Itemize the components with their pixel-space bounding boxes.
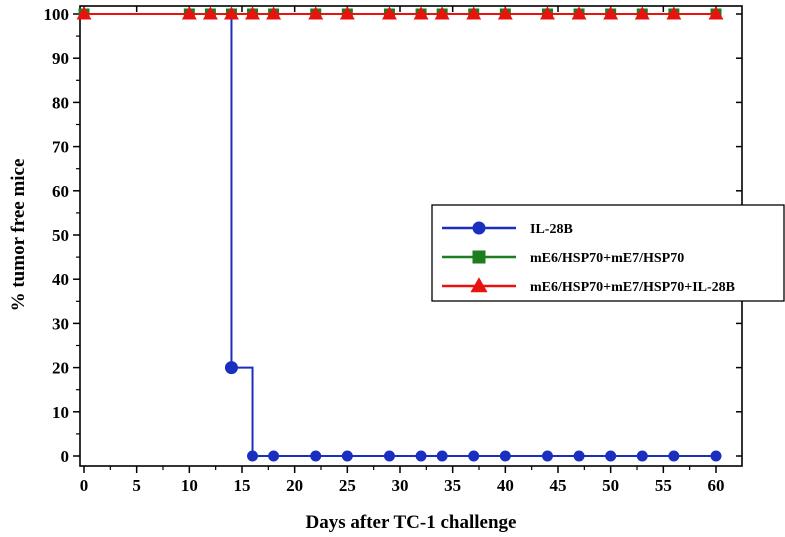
data-point [499,450,511,462]
data-point [181,6,197,20]
axes: 0 5 10 15 20 25 30 35 40 45 50 55 60 0 10 20 30 40 50 60 70 8… [44,5,742,495]
legend-entry-3: mE6/HSP70+mE7/HSP70+IL-28B [442,277,735,295]
data-point [268,450,280,462]
y-tick-label: 0 [61,447,70,466]
data-point [472,221,486,235]
data-point [434,6,450,20]
legend-entry-2: mE6/HSP70+mE7/HSP70 [442,250,684,266]
data-point [308,6,324,20]
data-point [470,277,488,293]
data-point [415,450,427,462]
data-point [634,6,650,20]
data-point [436,450,448,462]
y-tick-label: 60 [52,182,69,201]
x-tick-label: 15 [234,476,251,495]
legend-label: mE6/HSP70+mE7/HSP70 [530,251,684,266]
data-point [310,450,322,462]
x-tick-label: 55 [655,476,672,495]
data-point [666,6,682,20]
data-point [76,6,92,20]
x-tick-label: 20 [286,476,303,495]
data-point [603,6,619,20]
data-point [466,6,482,20]
data-point [382,6,397,20]
data-point [468,450,480,462]
y-axis-title: % tumor free mice [8,159,29,312]
y-tick-label: 80 [52,93,69,112]
legend: IL-28B mE6/HSP70+mE7/HSP70 mE6/HSP70+mE7/H… [431,204,785,302]
x-tick-label: 5 [132,476,141,495]
y-tick-label: 70 [52,138,69,157]
x-tick-label: 60 [708,476,725,495]
data-point [540,6,555,20]
data-point [497,6,513,20]
legend-label: mE6/HSP70+mE7/HSP70+IL-28B [530,280,735,295]
x-tick-label: 35 [444,476,461,495]
y-tick-label: 10 [52,403,69,422]
data-point [668,450,680,462]
x-tick-label: 0 [80,476,89,495]
data-point [202,6,218,20]
series-layer [76,6,724,462]
data-point [383,450,395,462]
data-point [605,450,617,462]
data-point [413,6,429,20]
y-tick-label: 40 [52,270,69,289]
y-tick-label: 20 [52,359,69,378]
data-point [710,450,722,462]
data-point [541,450,553,462]
x-tick-label: 25 [339,476,356,495]
data-point [708,6,724,20]
data-point [266,6,282,20]
data-point [341,450,353,462]
y-tick-label: 50 [52,226,69,245]
legend-entry-1: IL-28B [442,221,573,237]
series-1 [78,8,722,462]
data-point [571,6,587,20]
legend-label: IL-28B [530,222,573,237]
y-tick-label: 90 [52,49,69,68]
x-axis-title: Days after TC-1 challenge [306,512,517,533]
x-tick-label: 30 [392,476,409,495]
data-point [247,450,259,462]
data-point [339,6,355,20]
data-point [245,6,260,20]
x-tick-label: 40 [497,476,514,495]
y-tick-label: 100 [44,5,70,24]
y-tick-label: 30 [52,314,69,333]
data-point [224,6,239,20]
data-point [224,361,238,375]
data-point [472,250,486,264]
x-tick-label: 50 [602,476,619,495]
x-tick-label: 10 [181,476,198,495]
data-point [636,450,648,462]
data-point [573,450,585,462]
series-3 [76,6,724,20]
x-tick-label: 45 [550,476,567,495]
